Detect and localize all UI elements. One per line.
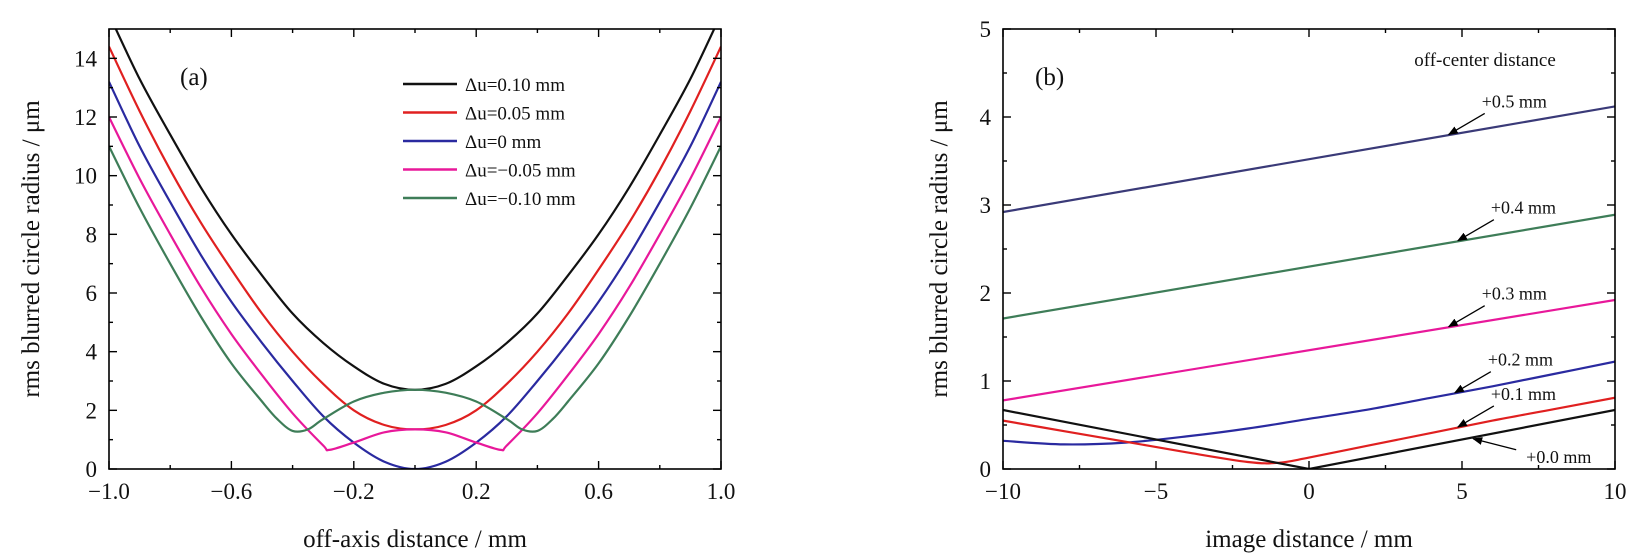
panel-a-legend-label: Δu=0 mm [465,132,541,153]
panel-a-y-tick-label: 10 [74,164,97,189]
panel-a-label: (a) [180,64,208,91]
panel-b-x-tick-label: 10 [1604,479,1627,504]
panel-a-y-tick-label: 2 [86,398,98,423]
panel-b-y-tick-label: 4 [980,105,992,130]
panel-b-series-layer [1003,105,1615,469]
panel-b-legend-title: off-center distance [1414,50,1556,71]
panel-a-y-tick-label: 12 [74,105,97,130]
panel-a-y-axis-title: rms blurred circle radius / μm [18,100,45,398]
panel-b-annotation-label-0.1-mm: +0.1 mm [1491,384,1556,404]
panel-a-series-layer [109,29,721,469]
panel-a-x-tick-label: −1.0 [88,479,130,504]
panel-b-series-line-0.4-mm [1003,213,1615,320]
panel-b-annotation-arrow [1447,305,1486,328]
panel-a-x-tick-label: 1.0 [707,479,736,504]
panel-a-legend-label: Δu=0.05 mm [465,104,565,125]
panel-b-x-tick-label: 5 [1456,479,1468,504]
panel-b-annotation-label-0.2-mm: +0.2 mm [1488,350,1553,370]
panel-a-y-tick-label: 8 [86,222,98,247]
panel-b-y-tick-label: 2 [980,281,992,306]
panel-b-series-line-0.5-mm [1003,105,1615,214]
panel-a-series-line-3 [109,81,721,469]
panel-a-y-tick-label: 14 [74,46,98,71]
panel-a-series-line-4 [109,116,721,452]
panel-a-x-axis-title: off-axis distance / mm [303,526,527,553]
panel-b-y-tick-label: 1 [980,369,992,394]
panel-b-annotations: +0.5 mm +0.4 mm +0.3 mm +0.2 mm +0.1 mm +0.0 … [1447,91,1591,467]
panel-a-series-line-5 [109,145,721,433]
panel-b-annotation-label-0.4-mm: +0.4 mm [1491,198,1556,218]
panel-b-annotation-arrow [1457,219,1495,242]
panel-b-series-line-0.3-mm [1003,298,1615,402]
panel-b-series-line-0.0-mm [1003,408,1615,469]
panel-b-annotation-arrow [1447,112,1486,136]
panel-a-legend-label: Δu=−0.10 mm [465,189,576,210]
panel-a-series-line-2 [109,46,721,431]
panel-a-x-tick-label: 0.2 [462,479,491,504]
panel-a-legend-label: Δu=−0.05 mm [465,161,576,182]
panel-a-plot-frame [108,28,722,470]
panel-b-annotation-label-0.3-mm: +0.3 mm [1482,284,1547,304]
panel-a-ticks: −1.0 −0.6 −0.2 0.2 0.6 1.0 0 2 4 6 8 10 12 14 [74,29,735,504]
panel-a-y-tick-label: 6 [86,281,98,306]
panel-b-x-tick-label: 0 [1303,479,1315,504]
panel-a-legend-label: Δu=0.10 mm [465,75,565,96]
panel-b-x-tick-label: −10 [985,479,1021,504]
panel-b-annotation-arrow [1453,371,1492,394]
panel-a-x-tick-label: 0.6 [584,479,613,504]
panel-a-x-tick-label: −0.6 [211,479,253,504]
panel-a-legend: Δu=0.10 mm Δu=0.05 mm Δu=0 mm Δu=−0.05 mm Δu… [403,75,576,210]
panel-b-y-axis-title: rms blurred circle radius / μm [926,100,953,398]
panel-a-x-tick-label: −0.2 [333,479,375,504]
panel-b-label: (b) [1035,64,1064,91]
panel-b-annotation-label-0.5-mm: +0.5 mm [1482,91,1547,111]
panel-a-chart: −1.0 −0.6 −0.2 0.2 0.6 1.0 0 2 4 6 8 10 12 14 (a) Δu=… [18,28,735,553]
panel-b-series-line-0.1-mm [1003,396,1615,465]
panel-b-annotation-arrow [1457,405,1495,428]
panel-b-series-line-0.2-mm [1003,360,1615,446]
panel-b-annotation-arrow [1472,437,1517,451]
panel-a-y-tick-label: 0 [86,457,98,482]
panel-b-annotation-label-0.0-mm: +0.0 mm [1526,447,1591,467]
panel-b-y-tick-label: 0 [980,457,992,482]
panel-b-y-tick-label: 3 [980,193,992,218]
panel-b-ticks: −10 −5 0 5 10 0 1 2 3 4 5 [980,17,1627,504]
panel-a-y-tick-label: 4 [86,340,98,365]
panel-b-y-tick-label: 5 [980,17,992,42]
panel-b-x-tick-label: −5 [1144,479,1168,504]
panel-b-x-axis-title: image distance / mm [1205,526,1413,553]
